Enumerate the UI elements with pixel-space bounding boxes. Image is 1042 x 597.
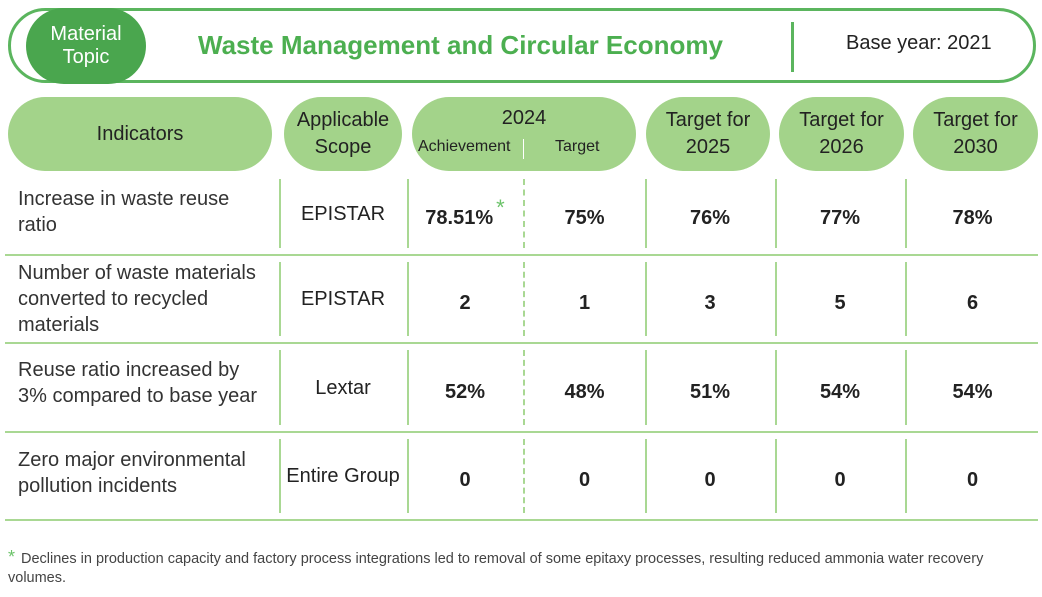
row-separator [5, 431, 1038, 433]
footnote-text: Declines in production capacity and fact… [8, 551, 984, 586]
page-title: Waste Management and Circular Economy [198, 30, 723, 60]
column-divider [407, 179, 409, 248]
cell-t2025: 51% [645, 347, 775, 436]
column-divider [905, 350, 907, 425]
cell-target: 48% [524, 347, 645, 436]
achievement-value: 0 [459, 469, 471, 491]
footnote: * Declines in production capacity and fac… [8, 548, 1038, 588]
t2030-value: 0 [966, 469, 979, 491]
base-year: Base year: 2021 [846, 32, 992, 54]
column-divider [905, 179, 907, 248]
cell-t2030: 6 [905, 259, 1040, 347]
topic-banner [8, 8, 1036, 83]
row-separator [5, 342, 1038, 344]
header-target-2026: Target for 2026 [779, 97, 904, 171]
header-scope: Applicable Scope [284, 97, 402, 171]
header-split [523, 139, 524, 159]
target-value: 0 [578, 469, 591, 491]
column-divider [645, 179, 647, 248]
cell-achievement: 52% [407, 347, 523, 436]
t2025-value: 51% [689, 380, 731, 403]
t2030-value: 6 [966, 292, 979, 314]
t2026-value: 77% [819, 206, 861, 229]
asterisk-icon: * [496, 194, 505, 220]
column-divider [775, 350, 777, 425]
target-value: 75% [564, 206, 605, 229]
cell-achievement: 2 [407, 259, 523, 347]
header-target: Target [555, 138, 600, 155]
column-divider [407, 262, 409, 336]
column-divider [905, 262, 907, 336]
dashed-divider [523, 179, 525, 248]
cell-target: 1 [524, 259, 645, 347]
cell-t2026: 0 [775, 436, 905, 524]
header-achievement: Achievement [418, 138, 511, 155]
cell-t2026: 77% [775, 176, 905, 259]
t2026-value: 5 [834, 292, 846, 314]
scope-value: Lextar [315, 376, 371, 399]
column-divider [407, 350, 409, 425]
cell-scope: Entire Group [284, 432, 402, 520]
header-2024: 2024 [412, 97, 636, 171]
scope-value: Entire Group [286, 465, 400, 487]
cell-scope: EPISTAR [284, 255, 402, 343]
asterisk-icon: * [8, 547, 16, 567]
cell-t2025: 76% [645, 176, 775, 259]
column-divider [279, 262, 281, 336]
column-divider [645, 350, 647, 425]
scope-value: EPISTAR [300, 288, 386, 310]
column-divider [775, 262, 777, 336]
indicator-label: Number of waste materials converted to r… [18, 262, 256, 336]
cell-scope: Lextar [284, 343, 402, 432]
indicator-label: Reuse ratio increased by 3% compared to … [18, 359, 258, 407]
column-divider [279, 439, 281, 513]
column-divider [279, 179, 281, 248]
divider [791, 22, 794, 72]
cell-target: 75% [524, 176, 645, 259]
indicator-label: Zero major environmental pollution incid… [18, 449, 246, 497]
t2025-value: 3 [704, 292, 716, 314]
t2026-value: 0 [834, 469, 846, 491]
target-value: 1 [578, 292, 591, 314]
header-year: 2024 [501, 107, 547, 129]
cell-t2030: 78% [905, 176, 1040, 259]
header-target-2030: Target for 2030 [913, 97, 1038, 171]
header-target-2025: Target for 2025 [646, 97, 770, 171]
cell-scope: EPISTAR [284, 172, 402, 255]
column-divider [407, 439, 409, 513]
cell-t2026: 5 [775, 259, 905, 347]
column-divider [645, 262, 647, 336]
row-separator [5, 519, 1038, 521]
cell-target: 0 [524, 436, 645, 524]
t2025-value: 0 [704, 469, 716, 491]
dashed-divider [523, 262, 525, 336]
scope-value: EPISTAR [300, 202, 386, 225]
achievement-value: 78.51% [425, 206, 494, 229]
t2025-value: 76% [689, 206, 731, 229]
column-divider [645, 439, 647, 513]
header-indicators: Indicators [8, 97, 272, 171]
cell-t2025: 0 [645, 436, 775, 524]
dashed-divider [523, 350, 525, 425]
cell-achievement: 78.51% * [407, 176, 523, 259]
cell-achievement: 0 [407, 436, 523, 524]
column-divider [905, 439, 907, 513]
column-divider [775, 179, 777, 248]
achievement-value: 2 [459, 292, 471, 314]
t2030-value: 78% [952, 206, 993, 229]
column-divider [775, 439, 777, 513]
t2030-value: 54% [952, 380, 993, 403]
column-divider [279, 350, 281, 425]
material-topic-badge: Material Topic [26, 8, 146, 84]
target-value: 48% [564, 380, 605, 403]
cell-t2030: 54% [905, 347, 1040, 436]
dashed-divider [523, 439, 525, 513]
cell-t2026: 54% [775, 347, 905, 436]
row-separator [5, 254, 1038, 256]
cell-t2030: 0 [905, 436, 1040, 524]
cell-t2025: 3 [645, 259, 775, 347]
t2026-value: 54% [819, 380, 861, 403]
achievement-value: 52% [444, 380, 486, 403]
indicator-label: Increase in waste reuse ratio [18, 188, 230, 236]
